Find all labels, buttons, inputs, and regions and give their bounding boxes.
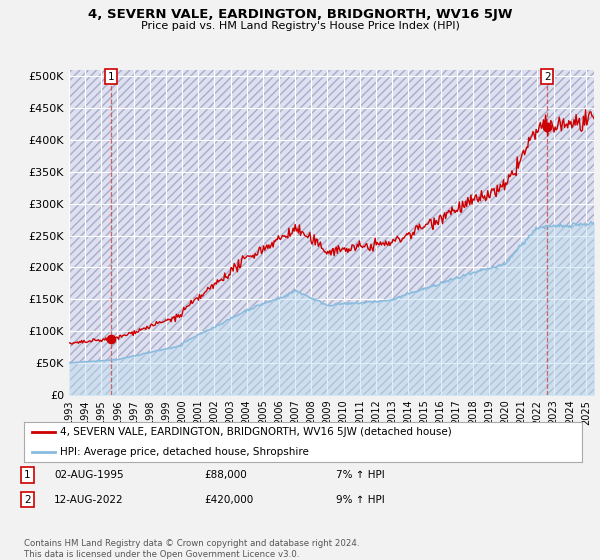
Text: Contains HM Land Registry data © Crown copyright and database right 2024.
This d: Contains HM Land Registry data © Crown c… — [24, 539, 359, 559]
Text: 2: 2 — [544, 72, 551, 82]
Text: 7% ↑ HPI: 7% ↑ HPI — [336, 470, 385, 480]
Text: 1: 1 — [24, 470, 31, 480]
Text: HPI: Average price, detached house, Shropshire: HPI: Average price, detached house, Shro… — [60, 447, 309, 457]
Text: 02-AUG-1995: 02-AUG-1995 — [54, 470, 124, 480]
Text: 1: 1 — [107, 72, 114, 82]
Text: 4, SEVERN VALE, EARDINGTON, BRIDGNORTH, WV16 5JW: 4, SEVERN VALE, EARDINGTON, BRIDGNORTH, … — [88, 8, 512, 21]
Text: £420,000: £420,000 — [204, 494, 253, 505]
Text: 12-AUG-2022: 12-AUG-2022 — [54, 494, 124, 505]
Text: Price paid vs. HM Land Registry's House Price Index (HPI): Price paid vs. HM Land Registry's House … — [140, 21, 460, 31]
Text: 2: 2 — [24, 494, 31, 505]
Text: £88,000: £88,000 — [204, 470, 247, 480]
Text: 4, SEVERN VALE, EARDINGTON, BRIDGNORTH, WV16 5JW (detached house): 4, SEVERN VALE, EARDINGTON, BRIDGNORTH, … — [60, 427, 452, 437]
Text: 9% ↑ HPI: 9% ↑ HPI — [336, 494, 385, 505]
